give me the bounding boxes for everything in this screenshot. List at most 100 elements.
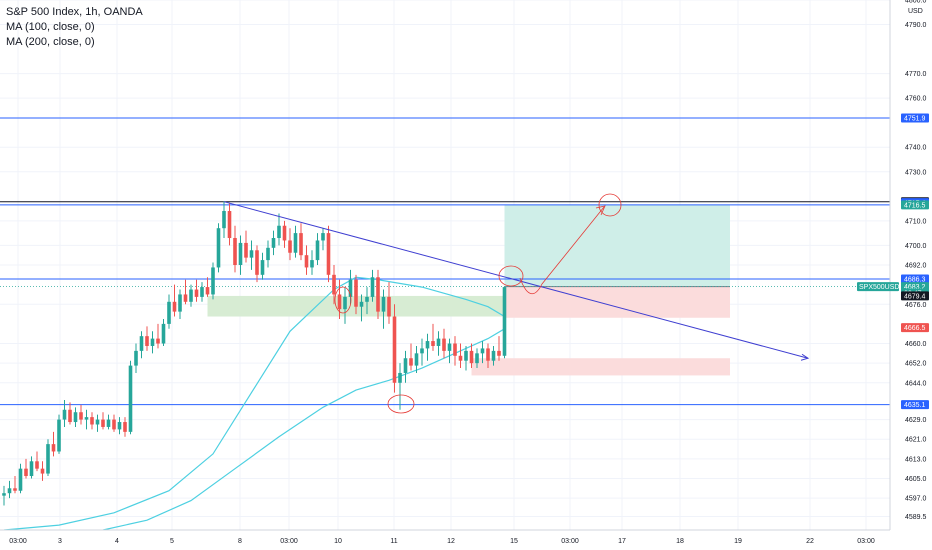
candle-body <box>172 301 177 312</box>
candle-body <box>62 409 67 420</box>
price-unit-label: USD <box>908 8 923 15</box>
candle-body <box>216 228 221 268</box>
price-badge-label: 4683.2 <box>904 284 926 291</box>
candle-body <box>464 350 468 361</box>
legend-ma200: MA (200, close, 0) <box>6 36 95 48</box>
candle-body <box>293 233 298 253</box>
ma-100-line <box>3 276 505 531</box>
price-badge-label: 4635.1 <box>904 402 926 409</box>
candle-body <box>40 468 45 474</box>
price-badge-label: 4686.3 <box>904 276 926 283</box>
lower-zone-box <box>471 358 730 376</box>
candle-body <box>442 338 446 351</box>
price-badge <box>901 113 929 123</box>
candle-body <box>348 279 353 297</box>
candle-body <box>480 348 485 354</box>
price-tick-label: 4605.0 <box>905 476 927 483</box>
candle-body <box>376 277 380 312</box>
price-tick-label: 4644.0 <box>905 380 927 387</box>
candle-body <box>128 365 133 432</box>
price-badge <box>901 274 929 284</box>
candle-body <box>453 343 457 356</box>
candle-body <box>288 240 292 253</box>
time-tick-label: 19 <box>734 538 742 545</box>
candle-body <box>420 348 424 354</box>
candle-body <box>381 296 386 312</box>
candle-body <box>238 242 243 265</box>
candle-body <box>370 277 375 297</box>
candle-body <box>260 260 265 275</box>
symbol-badge-label: SPX500USD <box>859 284 899 291</box>
symbol-badge <box>857 282 899 292</box>
candle-body <box>436 338 441 346</box>
candle-body <box>79 412 83 420</box>
candle-body <box>167 301 171 324</box>
candle-body <box>315 240 320 261</box>
price-tick-label: 4700.0 <box>905 243 927 250</box>
time-tick-label: 03:00 <box>9 538 27 545</box>
price-badge-label: 4679.4 <box>904 293 926 300</box>
candle-body <box>502 287 507 356</box>
candle-body <box>161 323 166 344</box>
candle-body <box>101 419 105 427</box>
candle-body <box>13 488 17 491</box>
candle-body <box>51 444 56 452</box>
candle-body <box>497 350 501 356</box>
time-tick-label: 8 <box>238 538 242 545</box>
legend-ma100: MA (100, close, 0) <box>6 21 95 33</box>
candle-body <box>337 294 342 310</box>
price-badge <box>901 291 929 301</box>
chart-legend: S&P 500 Index, 1h, OANDA MA (100, close,… <box>6 5 143 50</box>
candle-body <box>205 287 210 295</box>
candle-body <box>95 419 100 425</box>
price-tick-label: 4730.0 <box>905 169 927 176</box>
trendline <box>223 201 809 359</box>
candle-body <box>321 233 325 241</box>
candle-body <box>90 417 94 425</box>
candle-body <box>2 493 6 496</box>
candle-body <box>24 468 28 477</box>
candle-body <box>304 255 309 268</box>
projection-arrow <box>595 205 606 216</box>
candle-body <box>183 294 188 302</box>
candle-body <box>255 250 259 275</box>
price-tick-label: 4800.0 <box>905 0 927 5</box>
candle-body <box>222 211 226 229</box>
price-badge <box>901 400 929 410</box>
candle-body <box>156 338 160 344</box>
price-badge-label: 4666.5 <box>904 325 926 332</box>
candle-body <box>123 422 127 432</box>
candle-body <box>359 301 364 307</box>
circle-annotation <box>598 193 622 217</box>
circle-annotation <box>334 286 352 314</box>
price-tick-label: 4710.0 <box>905 218 927 225</box>
candle-body <box>414 353 419 366</box>
candle-body <box>178 294 182 312</box>
candle-body <box>447 343 452 351</box>
time-tick-label: 18 <box>676 538 684 545</box>
candle-body <box>7 488 12 494</box>
price-tick-label: 4676.0 <box>905 302 927 309</box>
price-badge-label: 4751.9 <box>904 116 926 123</box>
price-tick-label: 4613.0 <box>905 456 927 463</box>
candle-body <box>194 289 199 297</box>
price-tick-label: 4621.0 <box>905 437 927 444</box>
candle-body <box>139 336 144 351</box>
candle-body <box>343 296 347 310</box>
candle-body <box>112 419 116 430</box>
price-tick-label: 4790.0 <box>905 22 927 29</box>
price-badge-label: 4716.5 <box>904 202 926 209</box>
time-tick-label: 03:00 <box>857 538 875 545</box>
candle-body <box>310 260 314 268</box>
candle-body <box>332 274 336 295</box>
candle-body <box>68 409 72 423</box>
candle-body <box>18 468 23 491</box>
legend-title: S&P 500 Index, 1h, OANDA <box>6 6 143 18</box>
candle-body <box>282 225 287 241</box>
candle-body <box>387 296 391 317</box>
candle-body <box>150 338 155 346</box>
candle-body <box>29 461 34 477</box>
price-tick-label: 4597.0 <box>905 496 927 503</box>
